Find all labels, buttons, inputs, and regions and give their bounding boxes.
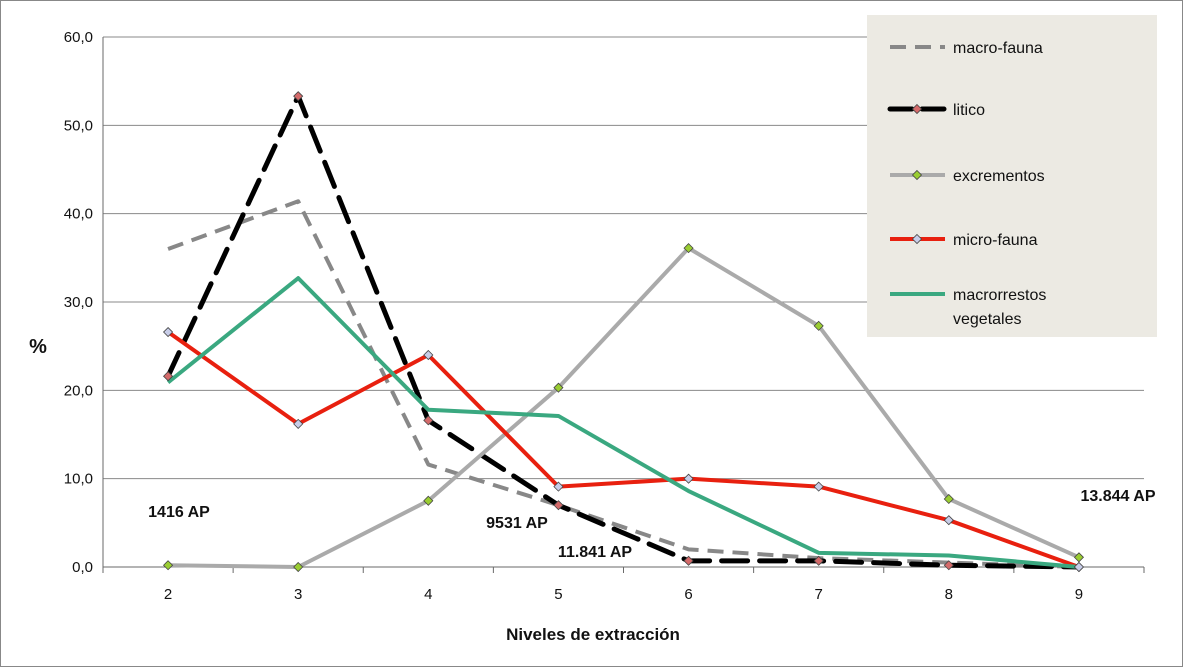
data-point: [162, 560, 174, 571]
legend-label: macrorrestos: [953, 287, 1046, 304]
y-tick-label: 20,0: [64, 382, 93, 399]
x-tick-label: 6: [684, 586, 692, 603]
data-point: [683, 555, 694, 566]
y-tick-label: 30,0: [64, 294, 93, 311]
data-point: [293, 91, 304, 102]
series-line-micro-fauna: [166, 330, 1080, 569]
y-tick-label: 10,0: [64, 471, 93, 488]
x-tick-label: 8: [945, 586, 953, 603]
legend-label: litico: [953, 102, 985, 119]
data-point: [293, 561, 304, 573]
series-line-litico: [165, 93, 1082, 570]
data-point: [423, 415, 434, 426]
axes: 0,0 10,0 20,0 30,0 40,0 50,0 60,0 2 3 4 5 6 7 8 9: [64, 29, 1145, 603]
series-line-excrementos: [168, 246, 1080, 569]
x-tick-label: 5: [554, 586, 562, 603]
data-point: [423, 495, 434, 506]
y-tick-label: 60,0: [64, 29, 93, 46]
data-point: [813, 320, 824, 331]
data-point: [943, 560, 954, 571]
data-point: [553, 481, 564, 492]
legend-label: excrementos: [953, 168, 1045, 185]
x-tick-label: 9: [1075, 586, 1083, 603]
data-point: [553, 382, 564, 393]
data-point: [162, 326, 174, 338]
legend-label: vegetales: [953, 311, 1022, 328]
x-tick-label: 4: [424, 586, 432, 603]
x-tick-label: 3: [294, 586, 302, 603]
data-point: [683, 243, 694, 254]
y-axis-title: %: [29, 336, 47, 358]
gridlines: [103, 36, 1144, 480]
date-annotation: 13.844 AP: [1080, 488, 1155, 505]
data-point: [553, 500, 564, 511]
legend: macro-fauna litico excrementos micro-fauna m…: [867, 15, 1157, 337]
legend-label: micro-fauna: [953, 232, 1038, 249]
data-point: [943, 515, 954, 526]
legend-marker: [911, 169, 923, 181]
date-annotation: 1416 AP: [148, 504, 210, 521]
y-tick-label: 0,0: [72, 559, 93, 576]
series-line-macrorrestos-vegetales: [166, 276, 1080, 569]
annotations: 1416 AP 9531 AP 11.841 AP 13.844 AP: [148, 488, 1156, 561]
series-lines: [165, 93, 1082, 570]
data-point: [423, 349, 434, 361]
series-line-macro-fauna: [167, 199, 1080, 569]
date-annotation: 11.841 AP: [558, 544, 632, 561]
x-tick-label: 2: [164, 586, 172, 603]
data-point: [1073, 561, 1085, 573]
legend-label: macro-fauna: [953, 40, 1043, 57]
data-point: [162, 371, 174, 382]
series-markers: [162, 91, 1085, 573]
y-tick-label: 50,0: [64, 117, 93, 134]
y-tick-label: 40,0: [64, 206, 93, 223]
x-axis-title: Niveles de extracción: [506, 625, 680, 644]
date-annotation: 9531 AP: [486, 515, 548, 532]
data-point: [1073, 552, 1085, 563]
data-point: [943, 493, 954, 505]
data-point: [293, 418, 304, 429]
x-tick-label: 7: [815, 586, 823, 603]
data-point: [813, 481, 824, 492]
legend-marker: [911, 103, 923, 115]
data-point: [813, 555, 824, 566]
data-point: [683, 473, 694, 484]
legend-marker: [911, 233, 923, 245]
